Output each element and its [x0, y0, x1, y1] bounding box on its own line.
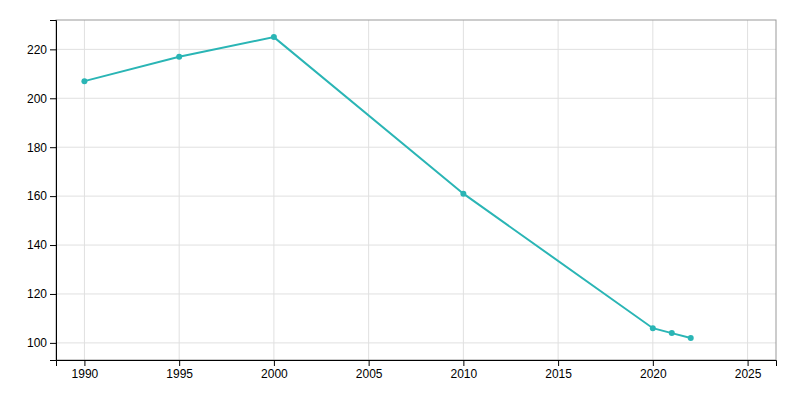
y-tick-mark	[50, 98, 56, 99]
x-tick-mark	[748, 360, 749, 366]
x-tick-label: 2000	[261, 367, 288, 381]
x-tick-label: 1990	[72, 367, 99, 381]
x-tick: 2015	[545, 360, 572, 381]
y-tick-mark	[50, 49, 56, 50]
y-tick: 120	[27, 287, 56, 301]
y-tick-label: 120	[27, 287, 47, 301]
y-tick-mark	[50, 245, 56, 246]
x-tick: 2000	[261, 360, 288, 381]
y-grid-line	[56, 245, 776, 246]
y-axis-line	[50, 21, 57, 361]
marker	[650, 325, 656, 331]
x-axis-line	[57, 361, 777, 367]
x-tick-mark	[653, 360, 654, 366]
y-tick-label: 180	[27, 141, 47, 155]
marker	[81, 78, 87, 84]
y-grid-line	[56, 196, 776, 197]
x-tick-mark	[369, 360, 370, 366]
y-tick-mark	[50, 196, 56, 197]
x-axis: 1990 1995 2000 2005 2010 2015 2020 2025	[57, 360, 777, 381]
y-tick-label: 160	[27, 189, 47, 203]
y-grid-line	[56, 293, 776, 294]
x-tick-label: 2025	[735, 367, 762, 381]
x-grid-line	[179, 20, 180, 360]
y-tick-label: 140	[27, 238, 47, 252]
x-grid-line	[652, 20, 653, 360]
y-tick: 180	[27, 141, 56, 155]
x-tick-label: 2015	[545, 367, 572, 381]
y-tick: 200	[27, 92, 56, 106]
x-grid-line	[368, 20, 369, 360]
x-tick-mark	[463, 360, 464, 366]
x-tick-label: 2010	[451, 367, 478, 381]
x-tick-label: 1995	[166, 367, 193, 381]
x-grid-line	[84, 20, 85, 360]
x-tick-mark	[179, 360, 180, 366]
y-grid-line	[56, 98, 776, 99]
x-tick-label: 2005	[356, 367, 383, 381]
marker	[176, 54, 182, 60]
grid	[56, 20, 776, 360]
marker	[460, 191, 466, 197]
marker	[271, 34, 277, 40]
line	[84, 37, 690, 338]
x-tick-mark	[84, 360, 85, 366]
y-axis: 100 120 140 160 180 200 220	[27, 21, 57, 361]
marker	[669, 330, 675, 336]
x-grid-line	[273, 20, 274, 360]
x-grid-line	[558, 20, 559, 360]
x-tick-mark	[558, 360, 559, 366]
x-tick: 1990	[72, 360, 99, 381]
y-tick: 160	[27, 189, 56, 203]
y-tick: 100	[27, 336, 56, 350]
y-grid-line	[56, 342, 776, 343]
y-tick: 140	[27, 238, 56, 252]
x-grid-line	[463, 20, 464, 360]
y-tick-mark	[50, 147, 56, 148]
x-tick-mark	[274, 360, 275, 366]
y-grid-line	[56, 147, 776, 148]
y-tick: 220	[27, 43, 56, 57]
x-tick: 2010	[451, 360, 478, 381]
y-tick-label: 100	[27, 336, 47, 350]
x-grid-line	[747, 20, 748, 360]
y-tick-label: 200	[27, 92, 47, 106]
y-tick-mark	[50, 294, 56, 295]
x-tick-label: 2020	[640, 367, 667, 381]
chart: 1990 1995 2000 2005 2010 2015 2020 2025 100 120 14…	[0, 0, 800, 400]
plot-frame	[56, 20, 776, 360]
series	[81, 34, 693, 341]
x-tick: 2005	[356, 360, 383, 381]
y-grid-line	[56, 49, 776, 50]
marker	[688, 335, 694, 341]
x-tick: 2025	[735, 360, 762, 381]
y-tick-mark	[50, 343, 56, 344]
x-tick: 1995	[166, 360, 193, 381]
x-tick: 2020	[640, 360, 667, 381]
y-tick-label: 220	[27, 43, 47, 57]
plot: 1990 1995 2000 2005 2010 2015 2020 2025 100 120 14…	[27, 20, 777, 381]
